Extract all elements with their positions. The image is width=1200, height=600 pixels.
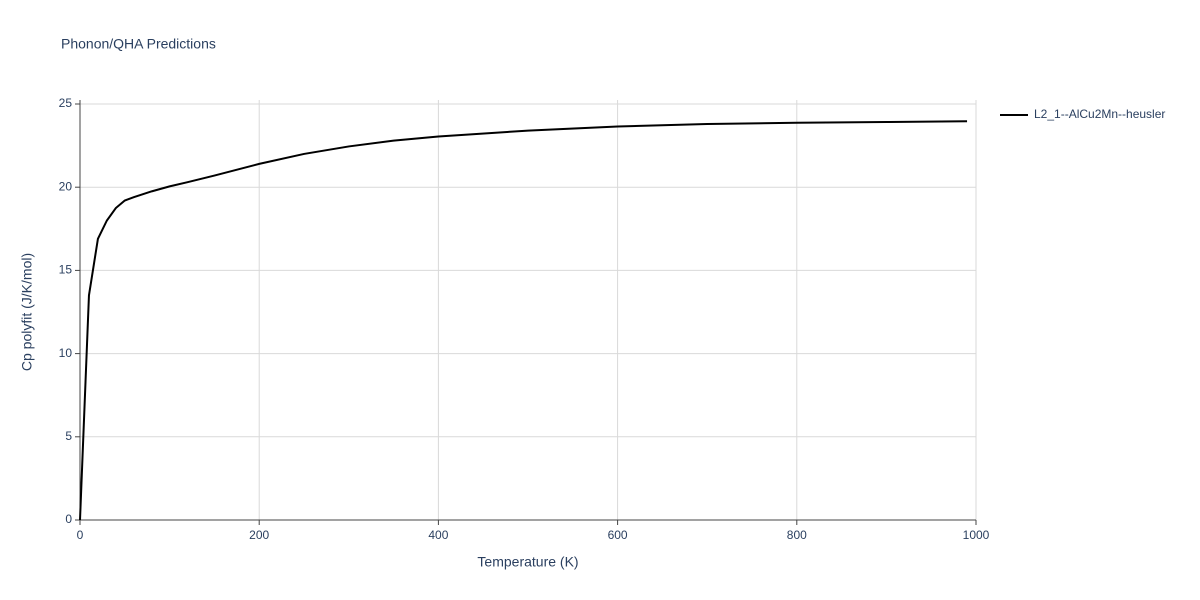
y-tick-label: 0 [65,512,72,526]
x-axis-label: Temperature (K) [477,554,578,570]
x-tick-label: 1000 [963,528,990,542]
data-line [79,120,968,521]
chart-title: Phonon/QHA Predictions [61,36,216,52]
x-tick-label: 800 [787,528,807,542]
y-axis-label: Cp polyfit (J/K/mol) [19,253,35,371]
x-tick-label: 0 [77,528,84,542]
y-tick-label: 25 [59,96,73,110]
x-tick-label: 200 [249,528,269,542]
x-tick-label: 400 [428,528,448,542]
y-tick-label: 10 [59,346,73,360]
legend-label: L2_1--AlCu2Mn--heusler [1034,107,1165,121]
y-tick-label: 5 [65,429,72,443]
x-tick-label: 600 [608,528,628,542]
y-tick-label: 20 [59,179,73,193]
y-tick-label: 15 [59,263,73,277]
